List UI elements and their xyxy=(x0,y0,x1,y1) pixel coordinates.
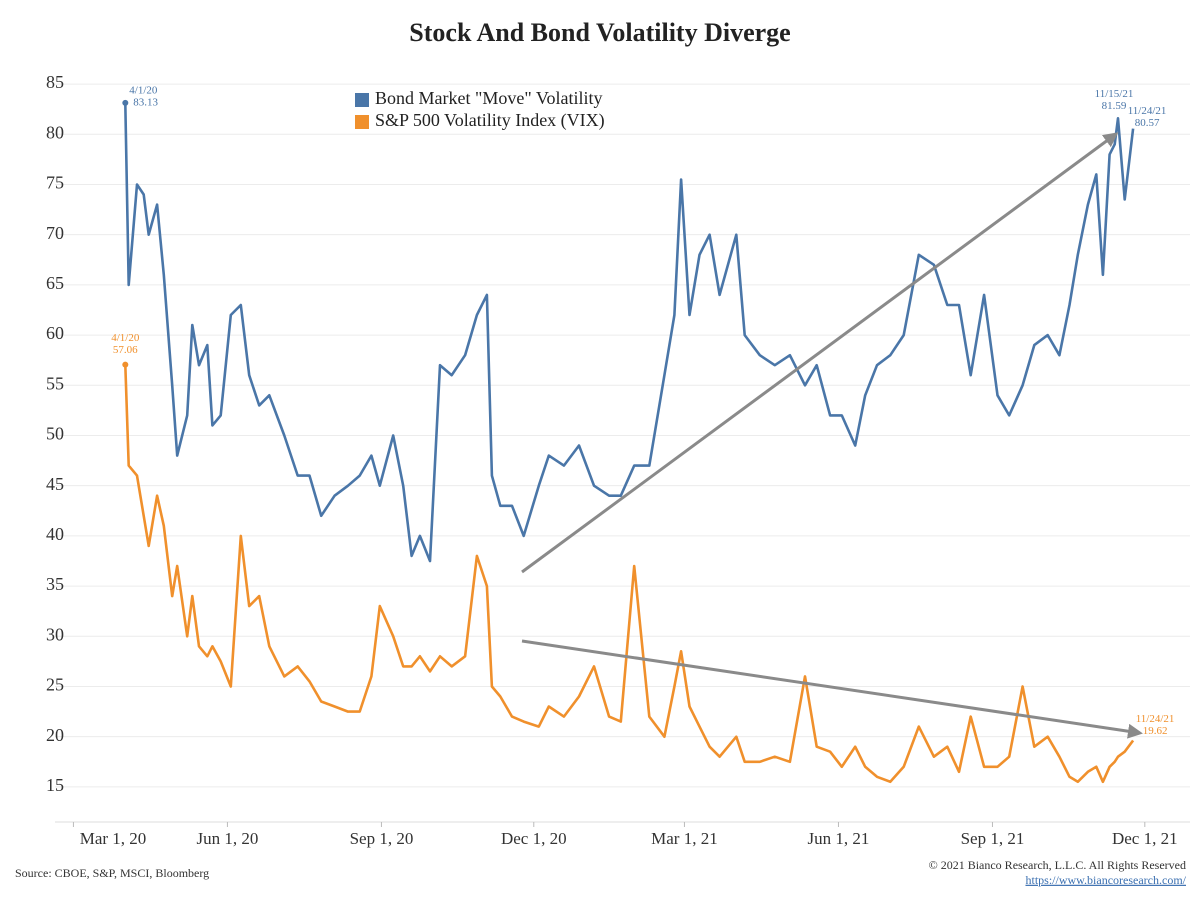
y-tick-label: 65 xyxy=(46,273,64,293)
x-tick-label: Jun 1, 20 xyxy=(196,829,258,848)
series-line xyxy=(124,102,1135,563)
annotation-date: 4/1/20 xyxy=(111,332,140,344)
series-line xyxy=(124,364,1135,784)
x-tick-label: Dec 1, 20 xyxy=(501,829,567,848)
trend-arrow xyxy=(521,639,1143,739)
x-tick-label: Jun 1, 21 xyxy=(808,829,870,848)
y-tick-label: 75 xyxy=(46,173,64,193)
y-tick-label: 25 xyxy=(46,675,64,695)
legend-swatch xyxy=(355,115,369,129)
annotation-value: 19.62 xyxy=(1143,725,1168,737)
x-tick-label: Mar 1, 21 xyxy=(651,829,718,848)
y-tick-label: 50 xyxy=(46,424,64,444)
y-tick-label: 20 xyxy=(46,725,64,745)
x-tick-label: Dec 1, 21 xyxy=(1112,829,1178,848)
annotation-date: 11/24/21 xyxy=(1128,105,1167,117)
start-point xyxy=(122,99,129,106)
annotation-value: 81.59 xyxy=(1102,100,1127,112)
y-tick-label: 70 xyxy=(46,223,64,243)
legend-label: Bond Market "Move" Volatility xyxy=(375,88,603,108)
x-tick-label: Sep 1, 21 xyxy=(961,829,1025,848)
y-tick-label: 30 xyxy=(46,624,64,644)
annotation-date: 11/24/21 xyxy=(1136,713,1175,725)
trend-arrow xyxy=(521,132,1119,574)
y-tick-label: 80 xyxy=(46,122,64,142)
annotation-value: 83.13 xyxy=(133,96,158,108)
y-tick-label: 60 xyxy=(46,323,64,343)
y-tick-label: 45 xyxy=(46,474,64,494)
website-link[interactable]: https://www.biancoresearch.com/ xyxy=(1025,873,1186,887)
y-tick-label: 35 xyxy=(46,574,64,594)
chart-title: Stock And Bond Volatility Diverge xyxy=(409,18,790,47)
legend-label: S&P 500 Volatility Index (VIX) xyxy=(375,110,605,131)
annotation-value: 80.57 xyxy=(1135,117,1160,129)
plot-area: 15 20 25 30 35 40 45 50 55 60 65 70 75 80 85 Mar 1, 20 J… xyxy=(46,72,1190,848)
annotation-date: 4/1/20 xyxy=(129,84,158,96)
y-tick-label: 85 xyxy=(46,72,64,92)
x-tick-label: Sep 1, 20 xyxy=(350,829,414,848)
x-tick-label: Mar 1, 20 xyxy=(80,829,147,848)
start-point xyxy=(122,361,129,368)
y-tick-label: 55 xyxy=(46,373,64,393)
copyright: © 2021 Bianco Research, L.L.C. All Right… xyxy=(929,858,1186,872)
y-tick-label: 40 xyxy=(46,524,64,544)
source-note: Source: CBOE, S&P, MSCI, Bloomberg xyxy=(15,866,209,880)
legend-swatch xyxy=(355,93,369,107)
annotation-date: 11/15/21 xyxy=(1095,88,1134,100)
annotation-value: 57.06 xyxy=(113,344,138,356)
y-tick-label: 15 xyxy=(46,775,64,795)
